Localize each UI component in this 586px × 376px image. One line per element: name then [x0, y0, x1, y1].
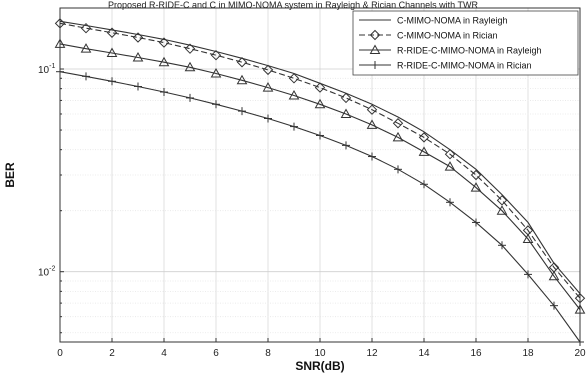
y-tick-label: 10-2 [38, 266, 55, 279]
data-point [472, 218, 480, 227]
x-tick-label: 20 [574, 348, 586, 359]
data-point [288, 73, 300, 84]
data-point [368, 152, 376, 161]
data-point [82, 72, 90, 81]
data-point [238, 107, 246, 116]
data-point [56, 67, 64, 76]
data-point [288, 90, 300, 100]
data-point [236, 74, 248, 85]
data-point [106, 47, 118, 57]
x-tick-label: 8 [265, 348, 271, 359]
legend-label: C-MIMO-NOMA in Rician [397, 31, 498, 41]
x-tick-label: 12 [366, 348, 378, 359]
data-point [316, 131, 324, 140]
legend-entry: R-RIDE-C-MIMO-NOMA in Rician [359, 61, 532, 71]
data-point [574, 304, 586, 314]
data-point [550, 301, 558, 310]
data-point [290, 122, 298, 131]
data-point [236, 57, 248, 68]
diamond-marker [369, 29, 381, 41]
data-point [106, 27, 118, 38]
data-point [132, 32, 144, 43]
x-tick-label: 16 [470, 348, 482, 359]
x-tick-label: 2 [109, 348, 115, 359]
legend-entry: C-MIMO-NOMA in Rician [359, 29, 498, 41]
data-point [262, 64, 274, 76]
data-point [366, 119, 378, 129]
x-tick-label: 4 [161, 348, 167, 359]
legend-label: R-RIDE-C-MIMO-NOMA in Rician [397, 61, 532, 71]
data-point [108, 77, 116, 86]
data-point [522, 233, 534, 244]
data-point [444, 161, 456, 171]
data-point [392, 131, 404, 142]
series-line [59, 43, 581, 310]
data-point [446, 198, 454, 207]
y-axis-label: BER [3, 162, 17, 188]
series-line [59, 22, 581, 299]
data-point [314, 82, 326, 93]
legend: C-MIMO-NOMA in Rayleigh C-MIMO-NOMA in Ri… [352, 10, 579, 76]
data-point [80, 22, 92, 34]
data-point [158, 56, 170, 67]
data-point [158, 37, 170, 48]
data-point [394, 165, 402, 174]
legend-entry: C-MIMO-NOMA in Rayleigh [359, 16, 508, 26]
data-point [54, 18, 66, 29]
x-tick-label: 6 [213, 348, 219, 359]
y-tick-label: 10-1 [38, 63, 55, 76]
legend-label: R-RIDE-C-MIMO-NOMA in Rayleigh [397, 46, 542, 56]
data-point [418, 132, 430, 143]
data-point [160, 88, 168, 97]
data-point [576, 338, 584, 346]
data-point [342, 141, 350, 150]
data-point [366, 104, 378, 115]
series-4 [56, 67, 584, 346]
data-point [420, 180, 428, 189]
data-point [470, 169, 482, 181]
data-point [340, 92, 352, 104]
data-point [262, 82, 274, 92]
data-point [392, 118, 404, 129]
data-point [132, 51, 144, 62]
data-point [54, 38, 66, 48]
data-point [184, 43, 196, 54]
data-point [496, 205, 508, 215]
legend-label: C-MIMO-NOMA in Rayleigh [397, 16, 508, 26]
data-point [184, 61, 196, 72]
plus-marker [371, 61, 379, 69]
legend-entry: R-RIDE-C-MIMO-NOMA in Rayleigh [359, 44, 542, 56]
data-point [314, 98, 326, 109]
data-point [444, 148, 456, 160]
data-point [340, 108, 352, 118]
data-point [210, 49, 222, 61]
data-point [210, 68, 222, 78]
data-point [524, 270, 532, 279]
chart-title: Proposed R-RIDE-C and C in MIMO-NOMA sys… [108, 0, 478, 10]
data-point [264, 114, 272, 123]
x-tick-label: 10 [314, 348, 326, 359]
x-axis-label: SNR(dB) [295, 359, 344, 373]
x-tick-label: 18 [522, 348, 534, 359]
data-point [548, 270, 560, 281]
data-point [470, 182, 482, 192]
data-point [186, 93, 194, 102]
legend-box [352, 10, 579, 76]
series-group [54, 18, 586, 346]
data-point [496, 195, 508, 206]
data-point [80, 43, 92, 53]
triangle-marker [369, 44, 381, 54]
series-3 [54, 38, 586, 314]
x-tick-label: 0 [57, 348, 63, 359]
data-point [498, 241, 506, 250]
x-tick-label: 14 [418, 348, 430, 359]
data-point [212, 100, 220, 109]
data-point [574, 293, 586, 304]
data-point [134, 82, 142, 91]
data-point [418, 146, 430, 156]
